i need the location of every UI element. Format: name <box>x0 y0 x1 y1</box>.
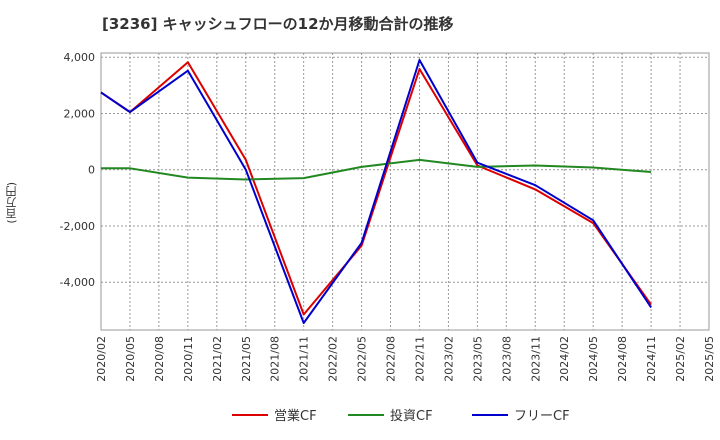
legend: 営業CF 投資CF フリーCF <box>232 408 570 424</box>
x-tick-label: 2024/08 <box>616 336 629 382</box>
x-tick-label: 2023/02 <box>442 336 455 382</box>
x-tick-label: 2021/08 <box>269 336 282 382</box>
x-tick-label: 2020/08 <box>153 336 166 382</box>
x-tick-label: 2020/05 <box>124 336 137 382</box>
x-tick-label: 2022/08 <box>385 336 398 382</box>
series-line <box>100 59 652 324</box>
series-lines <box>100 59 652 324</box>
x-tick-label: 2020/02 <box>95 336 108 382</box>
x-tick-label: 2022/05 <box>356 336 369 382</box>
x-tick-label: 2024/02 <box>558 336 571 382</box>
y-tick-label: 0 <box>88 164 95 177</box>
x-tick-label: 2023/05 <box>471 336 484 382</box>
series-line <box>100 61 652 316</box>
y-tick-label: 2,000 <box>64 107 96 120</box>
x-tick-label: 2021/11 <box>298 336 311 382</box>
x-tick-label: 2023/08 <box>500 336 513 382</box>
legend-label: フリーCF <box>514 409 570 424</box>
y-tick-label: -4,000 <box>60 276 95 289</box>
x-tick-label: 2021/05 <box>240 336 253 382</box>
x-tick-label: 2022/11 <box>413 336 426 382</box>
x-tick-label: 2024/05 <box>587 336 600 382</box>
x-tick-label: 2020/11 <box>182 336 195 382</box>
y-tick-labels: -4,000 -2,000 0 2,000 4,000 <box>60 51 95 289</box>
y-tick-label: -2,000 <box>60 220 95 233</box>
x-tick-labels: 2020/02 2020/05 2020/08 2020/11 2021/02 2021/… <box>95 336 716 382</box>
x-tick-label: 2023/11 <box>529 336 542 382</box>
x-tick-label: 2025/05 <box>703 336 716 382</box>
x-tick-label: 2022/02 <box>327 336 340 382</box>
x-tick-label: 2021/02 <box>211 336 224 382</box>
y-tick-label: 4,000 <box>64 51 96 64</box>
x-tick-label: 2024/11 <box>645 336 658 382</box>
plot-area <box>100 52 710 331</box>
x-tick-label: 2025/02 <box>674 336 687 382</box>
legend-label: 投資CF <box>390 408 433 424</box>
legend-label: 営業CF <box>274 408 317 424</box>
chart-title: [3236] キャッシュフローの12か月移動合計の推移 <box>102 15 454 33</box>
series-line <box>101 158 652 181</box>
